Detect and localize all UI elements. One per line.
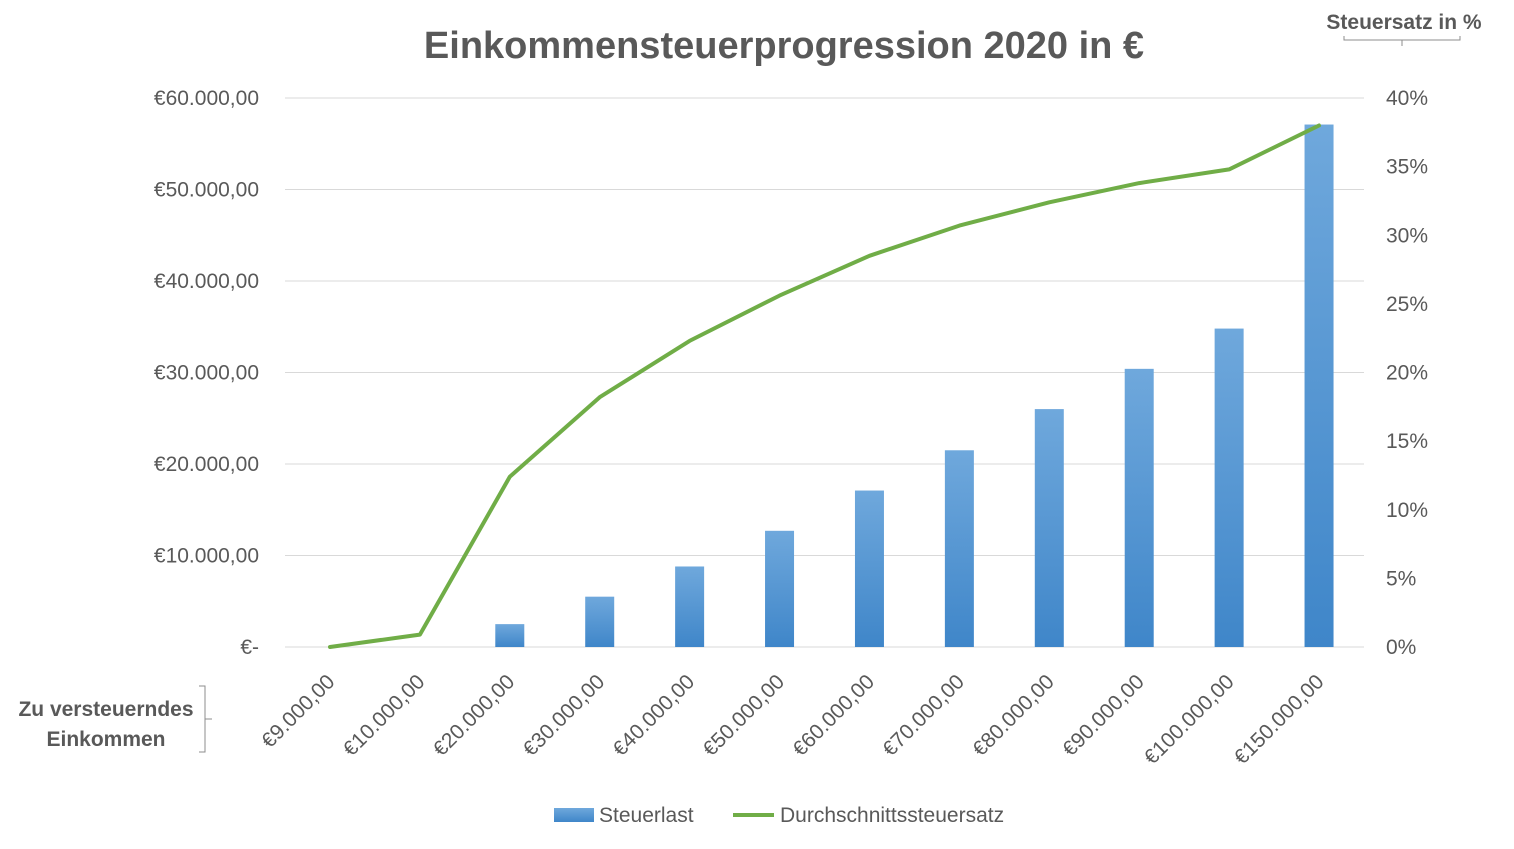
left-tick-label: €60.000,00 [154, 87, 259, 110]
right-tick-label: 35% [1386, 156, 1428, 179]
left-tick-label: €10.000,00 [154, 545, 259, 568]
x-axis-label-group: Zu versteuerndes Einkommen [18, 685, 212, 753]
x-tick-label: €40.000,00 [609, 670, 700, 761]
x-tick-label: €50.000,00 [698, 670, 789, 761]
right-tick-label: 20% [1386, 362, 1428, 385]
x-axis-label-line2: Einkommen [46, 728, 165, 751]
right-tick-label: 15% [1386, 430, 1428, 453]
x-tick-label: €10.000,00 [339, 670, 430, 761]
bar-steuerlast [854, 490, 884, 647]
x-tick-label: €100.000,00 [1140, 670, 1239, 769]
bar-series-steuerlast [495, 124, 1334, 647]
bar-steuerlast [1034, 409, 1064, 647]
right-tick-label: 10% [1386, 499, 1428, 522]
right-tick-label: 30% [1386, 224, 1428, 247]
bar-steuerlast [765, 530, 795, 647]
right-tick-label: 25% [1386, 293, 1428, 316]
bar-steuerlast [944, 450, 974, 647]
x-tick-label: €30.000,00 [519, 670, 610, 761]
left-tick-label: €30.000,00 [154, 362, 259, 385]
bar-steuerlast [495, 624, 525, 647]
bar-steuerlast [1214, 328, 1244, 647]
left-tick-label: €- [240, 636, 259, 659]
right-axis: 0% 5% 10% 15% 20% 25% 30% 35% 40% [1386, 87, 1428, 659]
x-tick-label: €80.000,00 [968, 670, 1059, 761]
bar-steuerlast [1304, 124, 1334, 647]
bar-steuerlast [585, 596, 615, 647]
x-tick-label: €90.000,00 [1058, 670, 1149, 761]
left-axis: €- €10.000,00 €20.000,00 €30.000,00 €40.000,… [154, 87, 259, 659]
x-tick-label: €20.000,00 [429, 670, 520, 761]
x-tick-label: €9.000,00 [257, 670, 339, 752]
gridlines [285, 97, 1364, 648]
legend: Steuerlast Durchschnittssteuersatz [554, 804, 1004, 827]
right-tick-label: 0% [1386, 636, 1416, 659]
line-durchschnittssteuersatz [328, 123, 1321, 649]
x-axis: €9.000,00 €10.000,00 €20.000,00 €30.000,00 €… [257, 670, 1328, 769]
left-tick-label: €20.000,00 [154, 453, 259, 476]
chart-title: Einkommensteuerprogression 2020 in € [424, 25, 1144, 67]
bar-steuerlast [1124, 368, 1154, 647]
left-tick-label: €50.000,00 [154, 179, 259, 202]
legend-swatch-steuerlast [554, 808, 594, 822]
x-tick-label: €60.000,00 [788, 670, 879, 761]
right-tick-label: 5% [1386, 567, 1416, 590]
left-tick-label: €40.000,00 [154, 270, 259, 293]
line-series-durchschnittssteuersatz [328, 123, 1321, 649]
x-axis-label-bracket [199, 685, 212, 753]
right-axis-label-group: Steuersatz in % [1326, 11, 1482, 46]
x-axis-label-line1: Zu versteuerndes [18, 698, 193, 721]
right-tick-label: 40% [1386, 87, 1428, 110]
x-tick-label: €70.000,00 [878, 670, 969, 761]
legend-label-durchschnittssteuersatz: Durchschnittssteuersatz [780, 804, 1004, 827]
x-tick-label: €150.000,00 [1230, 670, 1329, 769]
legend-label-steuerlast: Steuerlast [599, 804, 694, 827]
right-axis-label: Steuersatz in % [1326, 11, 1482, 34]
bar-steuerlast [675, 566, 705, 647]
right-axis-label-bracket [1343, 36, 1461, 46]
